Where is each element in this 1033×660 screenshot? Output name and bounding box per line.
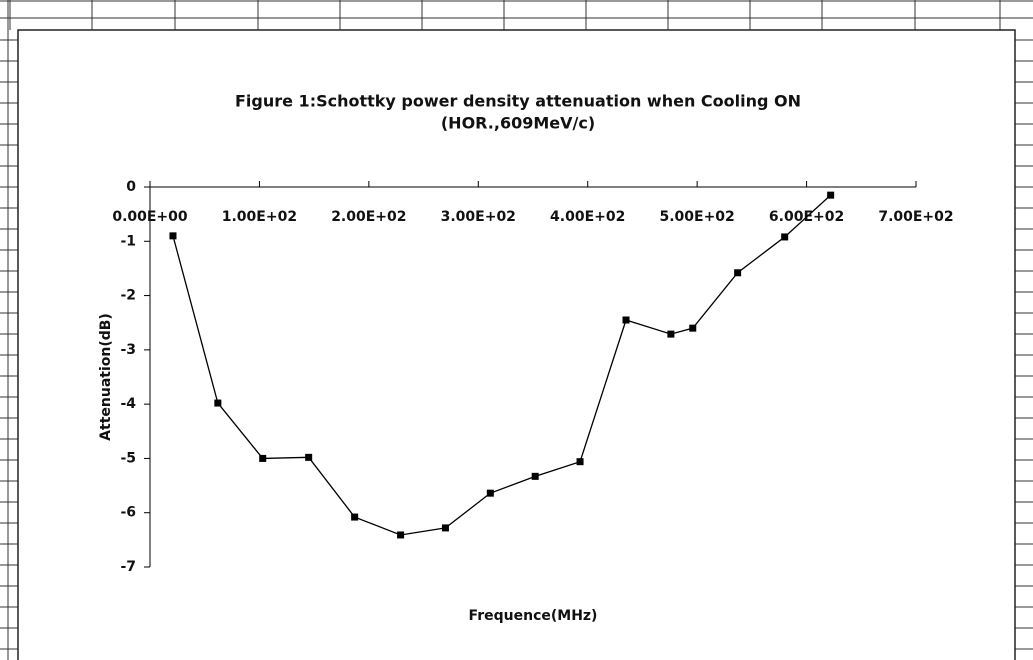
y-tick-label: -3 [120, 342, 136, 358]
data-point [441, 524, 449, 532]
data-line [172, 194, 832, 536]
y-tick-label: -4 [120, 396, 136, 412]
x-tick-label: 3.00E+02 [441, 209, 516, 225]
x-tick-label: 2.00E+02 [331, 209, 406, 225]
data-point [531, 472, 539, 480]
data-point [169, 232, 177, 240]
data-point [486, 489, 494, 497]
data-point [734, 269, 742, 277]
y-tick-label: -2 [120, 288, 136, 304]
x-axis-title: Frequence(MHz) [469, 608, 598, 624]
y-axis-title: Attenuation(dB) [98, 313, 114, 441]
x-tick-label: 0.00E+00 [112, 209, 188, 225]
data-point [305, 453, 313, 461]
x-tick-label: 7.00E+02 [878, 209, 953, 225]
data-point [689, 324, 697, 332]
y-tick-label: -6 [120, 505, 136, 521]
y-tick-label: -7 [120, 559, 136, 575]
data-point [214, 399, 222, 407]
data-point [576, 458, 584, 466]
chart-title: Figure 1:Schottky power density attenuat… [235, 92, 801, 111]
data-point [622, 316, 630, 324]
x-tick-label: 5.00E+02 [659, 209, 734, 225]
data-point [667, 330, 675, 338]
chart-subtitle: (HOR.,609MeV/c) [441, 114, 595, 133]
y-tick-label: -1 [120, 233, 136, 249]
y-tick-label: 0 [126, 179, 136, 195]
data-point [827, 191, 835, 199]
x-tick-label: 1.00E+02 [222, 209, 297, 225]
data-point [351, 513, 359, 521]
data-point [781, 233, 789, 241]
data-point [397, 531, 405, 539]
data-point [259, 454, 267, 462]
y-tick-label: -5 [120, 450, 136, 466]
chart-area [17, 29, 1016, 660]
x-tick-label: 4.00E+02 [550, 209, 625, 225]
